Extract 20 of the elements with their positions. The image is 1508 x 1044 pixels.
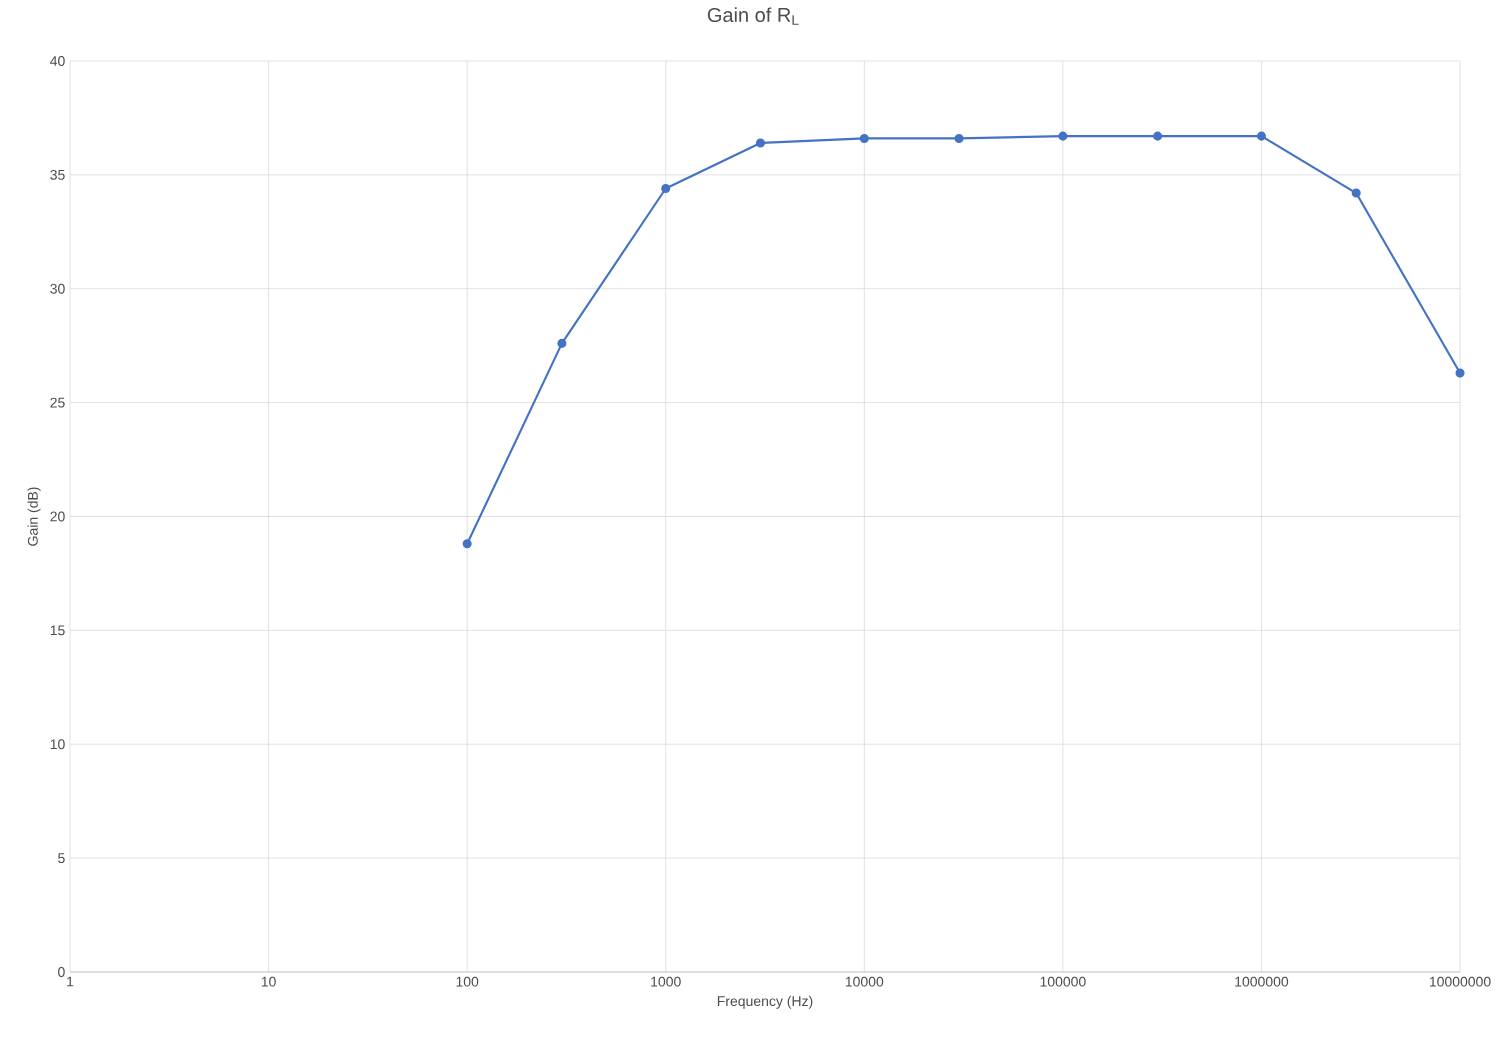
y-tick-label: 5 [58, 853, 65, 863]
y-tick-label: 40 [50, 56, 65, 66]
x-tick-label: 10000000 [1429, 976, 1491, 987]
x-tick-label: 1000000 [1235, 976, 1289, 987]
y-tick-label: 10 [50, 739, 65, 750]
y-tick-label: 15 [50, 625, 65, 636]
y-tick-label: 25 [50, 397, 65, 408]
y-tick-label: 20 [50, 511, 65, 522]
x-tick-label: 10 [261, 976, 276, 987]
x-tick-label: 10000 [845, 976, 884, 987]
x-tick-label: 100000 [1040, 976, 1086, 987]
x-tick-label: 1000 [651, 976, 681, 987]
y-tick-label: 0 [58, 967, 65, 977]
chart-title: Gain of R$_{L}$ [707, 7, 799, 25]
x-tick-label: 1 [67, 976, 74, 987]
y-tick-label: 30 [50, 283, 65, 294]
y-axis-title: Gain (dB) [27, 487, 41, 546]
x-tick-label: 100 [456, 976, 479, 987]
x-axis-title: Frequency (Hz) [717, 995, 813, 1009]
y-tick-label: 35 [50, 169, 65, 180]
